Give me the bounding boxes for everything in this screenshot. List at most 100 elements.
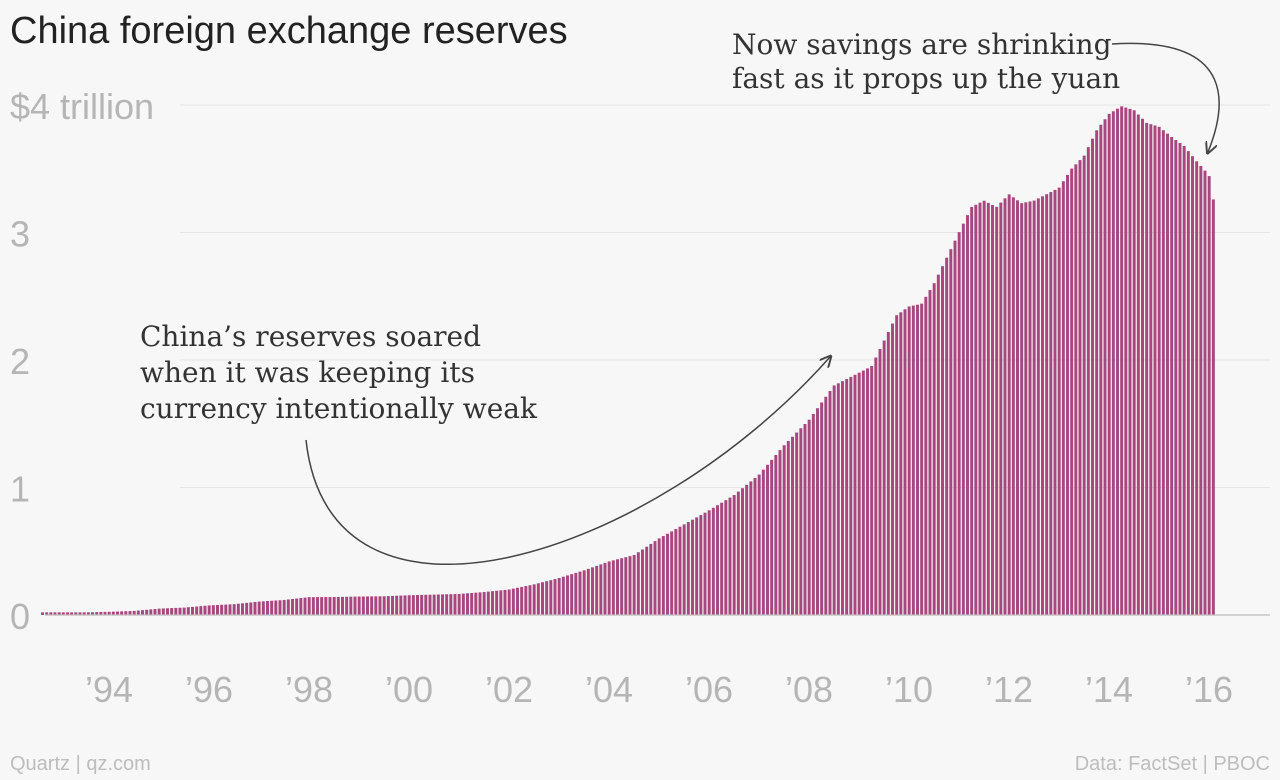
bar bbox=[620, 558, 624, 615]
bar bbox=[61, 612, 65, 615]
bar bbox=[824, 396, 828, 615]
bar bbox=[736, 491, 740, 615]
bar bbox=[466, 593, 469, 615]
bar bbox=[78, 612, 82, 615]
bar bbox=[1111, 111, 1115, 615]
bar bbox=[945, 257, 949, 615]
bar bbox=[653, 541, 657, 615]
bar bbox=[841, 381, 844, 615]
bar bbox=[641, 549, 644, 615]
bar bbox=[845, 379, 849, 615]
grid-lines bbox=[180, 104, 1270, 488]
bar bbox=[370, 596, 374, 615]
y-tick-label: 0 bbox=[10, 596, 30, 637]
bar bbox=[903, 309, 907, 615]
annotation-savings-shrinking-text: fast as it props up the yuan bbox=[732, 62, 1120, 95]
bar bbox=[220, 604, 224, 615]
bar bbox=[699, 515, 703, 615]
bar bbox=[286, 599, 290, 615]
x-tick-label: ’06 bbox=[685, 669, 733, 710]
annotation-arrow-shrinking bbox=[1111, 42, 1220, 152]
bar bbox=[1045, 194, 1049, 616]
bar bbox=[1066, 174, 1069, 615]
bar bbox=[1007, 194, 1011, 615]
annotation-reserves-soared-text: when it was keeping its bbox=[140, 356, 475, 389]
bar bbox=[1166, 133, 1169, 615]
bar bbox=[1028, 201, 1032, 616]
bar bbox=[561, 576, 565, 615]
bar bbox=[274, 600, 278, 615]
x-tick-label: ’14 bbox=[1085, 669, 1133, 710]
annotation-reserves-soared-text: currency intentionally weak bbox=[140, 392, 538, 425]
bar bbox=[470, 592, 474, 615]
bar bbox=[586, 568, 590, 615]
bar bbox=[1036, 198, 1040, 616]
bar bbox=[966, 215, 969, 615]
bar bbox=[57, 612, 61, 615]
bar bbox=[1020, 203, 1024, 616]
bar bbox=[528, 585, 532, 615]
bar bbox=[278, 600, 282, 615]
bar bbox=[1116, 108, 1119, 616]
bar bbox=[766, 464, 769, 615]
bar bbox=[628, 556, 632, 615]
bar bbox=[574, 572, 578, 615]
bar bbox=[116, 611, 119, 615]
bar bbox=[1195, 161, 1199, 616]
bar bbox=[257, 601, 261, 615]
bar bbox=[341, 596, 344, 615]
bar bbox=[441, 594, 444, 615]
bar bbox=[632, 554, 636, 615]
bar bbox=[616, 559, 619, 615]
bar bbox=[416, 595, 419, 615]
bar bbox=[153, 608, 157, 615]
bar bbox=[541, 582, 544, 615]
bar bbox=[407, 595, 411, 615]
bar bbox=[282, 599, 286, 615]
bar bbox=[1041, 196, 1044, 616]
bar bbox=[41, 612, 44, 615]
bar bbox=[1141, 118, 1144, 616]
bar bbox=[1211, 199, 1215, 615]
bar bbox=[207, 605, 211, 615]
bar bbox=[711, 507, 715, 615]
bar bbox=[995, 206, 999, 615]
bar bbox=[666, 533, 669, 615]
bar bbox=[749, 481, 753, 615]
bar bbox=[611, 560, 615, 615]
bar bbox=[349, 596, 353, 615]
y-tick-label: 3 bbox=[10, 214, 30, 255]
bar bbox=[986, 202, 990, 615]
bar bbox=[324, 597, 328, 615]
bar bbox=[503, 589, 507, 615]
bar bbox=[682, 524, 686, 615]
bar bbox=[328, 597, 332, 615]
y-tick-label: 2 bbox=[10, 341, 30, 382]
bar bbox=[836, 383, 840, 615]
bar bbox=[124, 611, 128, 615]
bar bbox=[216, 605, 219, 615]
bar bbox=[457, 593, 461, 615]
bar bbox=[203, 605, 207, 615]
bar bbox=[161, 608, 165, 615]
bar bbox=[70, 612, 74, 615]
bar bbox=[599, 564, 603, 615]
bar bbox=[816, 408, 819, 615]
bar bbox=[1103, 119, 1107, 615]
bar bbox=[182, 607, 186, 615]
bar bbox=[1161, 130, 1165, 615]
bar bbox=[1053, 189, 1057, 616]
bar bbox=[786, 441, 790, 615]
bar bbox=[799, 428, 803, 615]
bar bbox=[953, 240, 957, 615]
bar bbox=[195, 606, 199, 615]
bar bbox=[428, 594, 432, 615]
bar bbox=[1170, 136, 1174, 615]
bar bbox=[411, 595, 415, 615]
bar bbox=[936, 274, 940, 615]
bar bbox=[720, 502, 724, 615]
bar bbox=[1132, 110, 1136, 616]
bar bbox=[1149, 124, 1153, 616]
bar bbox=[728, 497, 732, 615]
